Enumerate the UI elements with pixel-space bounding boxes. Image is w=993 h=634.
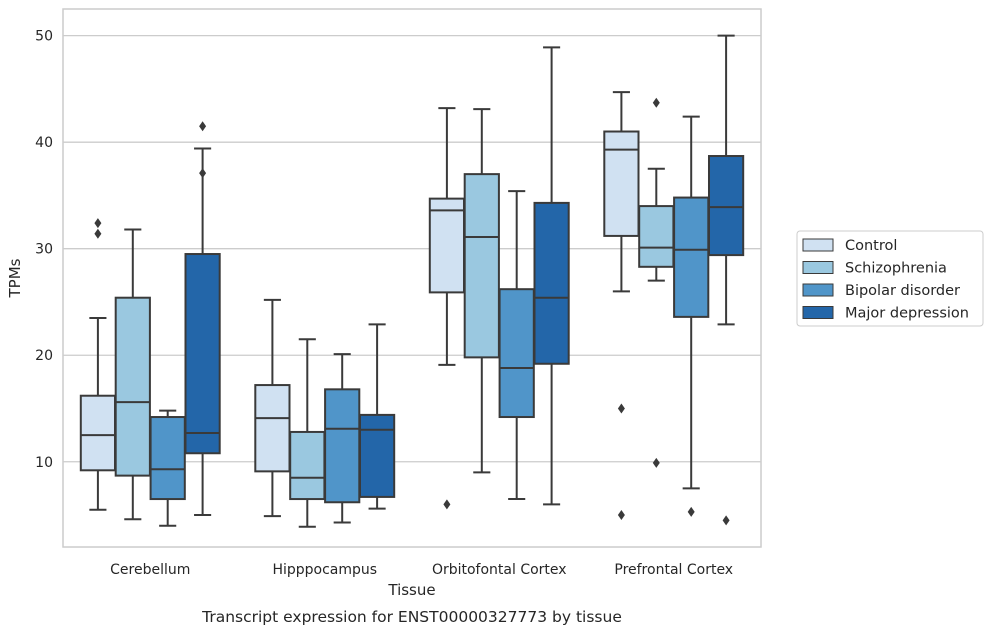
outlier-point bbox=[722, 515, 730, 526]
box bbox=[358, 413, 396, 498]
legend-frame bbox=[796, 230, 984, 327]
legend-label: Major depression bbox=[845, 306, 969, 322]
outlier-point bbox=[617, 510, 625, 521]
outlier-point bbox=[94, 218, 102, 229]
legend-swatch bbox=[802, 306, 834, 319]
box bbox=[149, 416, 186, 501]
box bbox=[638, 205, 675, 268]
x-axis-label: Tissue bbox=[387, 581, 435, 599]
box bbox=[254, 384, 291, 473]
box bbox=[79, 394, 117, 472]
x-tick-label: Orbitofontal Cortex bbox=[432, 562, 567, 578]
y-tick-label: 30 bbox=[35, 242, 53, 258]
outlier-point bbox=[687, 506, 695, 517]
outlier-point bbox=[94, 228, 102, 239]
y-tick-label: 20 bbox=[35, 348, 53, 364]
legend: Control Schizophrenia Bipolar disorder Majo… bbox=[796, 230, 984, 327]
y-tick-label: 50 bbox=[35, 29, 53, 45]
legend-label: Control bbox=[845, 238, 897, 254]
legend-swatch bbox=[802, 238, 834, 252]
y-axis-label: TPMs bbox=[6, 258, 24, 298]
series-major-depression bbox=[184, 34, 745, 526]
box bbox=[114, 296, 151, 477]
legend-swatch bbox=[802, 283, 834, 297]
y-tick-label: 40 bbox=[35, 135, 53, 151]
box bbox=[533, 201, 570, 365]
grid-lines bbox=[63, 34, 761, 463]
legend-label: Schizophrenia bbox=[845, 261, 947, 277]
legend-swatch bbox=[802, 261, 834, 274]
chart-caption: Transcript expression for ENST0000032777… bbox=[201, 608, 622, 626]
y-tick-labels: 10 20 30 40 50 bbox=[35, 29, 53, 471]
x-tick-label: Hipppocampus bbox=[272, 562, 377, 578]
series-bipolar-disorder bbox=[149, 115, 710, 527]
box bbox=[428, 197, 466, 294]
x-tick-label: Cerebellum bbox=[110, 562, 190, 578]
y-tick-label: 10 bbox=[35, 455, 53, 471]
outlier-point bbox=[443, 499, 451, 510]
box bbox=[463, 173, 500, 359]
box bbox=[184, 253, 221, 455]
legend-label: Bipolar disorder bbox=[845, 283, 960, 299]
x-tick-label: Prefrontal Cortex bbox=[614, 562, 733, 578]
box bbox=[603, 130, 640, 237]
x-tick-labels: Cerebellum Hipppocampus Orbitofontal Corte… bbox=[110, 562, 733, 578]
box bbox=[289, 430, 326, 501]
outlier-point bbox=[199, 168, 207, 179]
series-schizophrenia bbox=[114, 97, 675, 528]
outlier-point bbox=[652, 97, 660, 108]
box bbox=[707, 155, 745, 257]
box-series bbox=[79, 34, 745, 528]
outlier-point bbox=[617, 403, 625, 414]
outlier-point bbox=[652, 457, 660, 468]
box bbox=[498, 288, 535, 419]
box bbox=[324, 388, 361, 504]
outlier-point bbox=[199, 121, 207, 132]
plot-frame bbox=[62, 8, 762, 548]
box bbox=[673, 196, 710, 318]
